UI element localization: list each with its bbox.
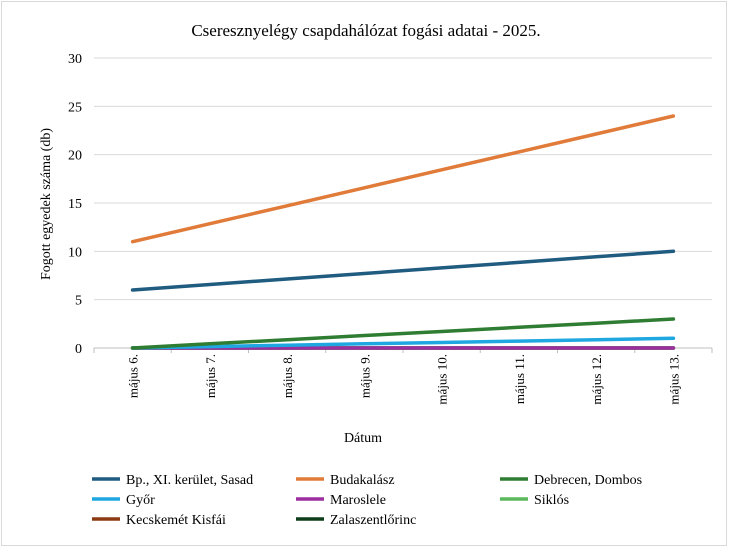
y-axis-label: Fogott egyedek száma (db) [39,128,54,280]
x-tick-label: május 7. [203,354,218,398]
legend-item: Siklós [500,493,569,508]
series-lines [130,114,676,350]
chart-title: Cseresznyelégy csapdahálózat fogási adat… [191,21,540,40]
series-line-budakalász [130,114,676,244]
y-tick-label: 25 [68,100,82,115]
y-tick-label: 10 [68,245,82,260]
y-tick-labels: 0 5 10 15 20 25 30 [68,52,82,357]
legend-item: Zalaszentlőrinc [296,513,416,528]
legend-label: Győr [126,493,155,508]
legend-item: Bp., XI. kerület, Sasad [92,473,253,488]
x-tick-label: május 12. [589,354,604,405]
x-tick-label: május 9. [357,354,372,398]
x-axis-label: Dátum [344,431,382,446]
y-tick-label: 30 [68,52,82,67]
x-tick-label: május 10. [435,354,450,405]
legend-label: Debrecen, Dombos [534,473,642,488]
y-tick-label: 15 [68,197,82,212]
legend-label: Zalaszentlőrinc [330,513,416,528]
x-tick-label: május 6. [126,354,141,398]
legend-item: Kecskemét Kisfái [92,513,226,528]
series-line-győr [130,336,676,350]
series-line-debrecen-dombos [130,317,676,350]
x-tick-label: május 13. [666,354,681,405]
series-line-bp-xi-kerület-sasad [130,249,676,292]
legend-item: Győr [92,493,155,508]
legend-item: Debrecen, Dombos [500,473,642,488]
legend-label: Maroslele [330,493,386,508]
x-tick-label: május 11. [512,354,527,404]
legend-label: Budakalász [330,473,395,488]
legend-label: Kecskemét Kisfái [126,513,226,528]
gridlines [94,57,712,301]
legend-item: Maroslele [296,493,386,508]
legend-item: Budakalász [296,473,395,488]
y-tick-label: 0 [75,342,82,357]
x-tick-label: május 8. [280,354,295,398]
y-tick-label: 5 [75,294,82,309]
y-tick-label: 20 [68,149,82,164]
legend-label: Bp., XI. kerület, Sasad [126,473,253,488]
legend: Bp., XI. kerület, Sasad Budakalász Debrece… [92,473,642,528]
x-tick-labels: május 6. május 7. május 8. május 9. május 10… [126,354,682,405]
legend-label: Siklós [534,493,569,508]
